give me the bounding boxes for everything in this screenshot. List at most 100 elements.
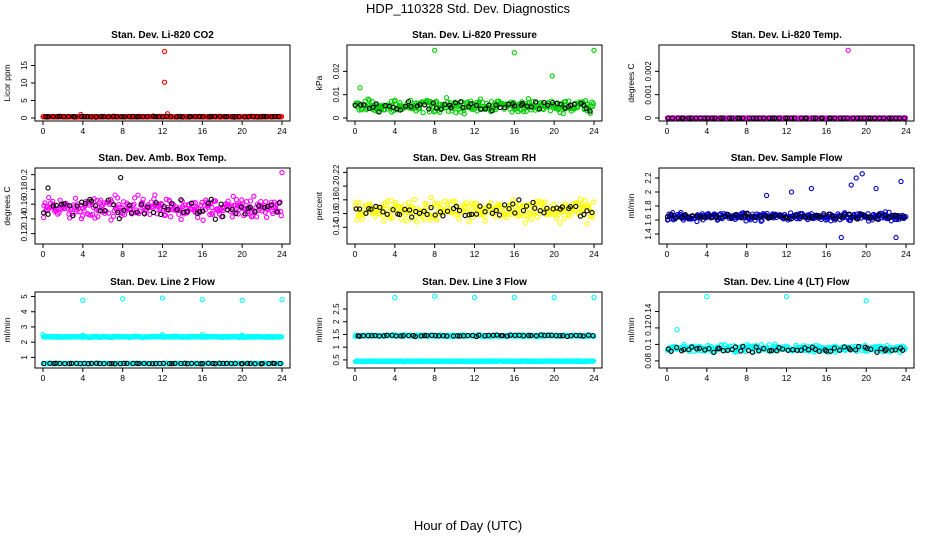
- hourly-point: [377, 204, 383, 211]
- hourly-point: [788, 115, 795, 121]
- hourly-point: [766, 115, 772, 121]
- hourly-point: [217, 113, 223, 120]
- data-point: [57, 197, 63, 203]
- hourly-point: [169, 360, 175, 367]
- data-point: [388, 198, 395, 204]
- outlier-point: [159, 331, 166, 338]
- hourly-point: [768, 347, 775, 354]
- data-point: [444, 205, 450, 211]
- data-point: [431, 200, 438, 206]
- hourly-point: [105, 197, 111, 203]
- hourly-point: [832, 115, 838, 121]
- hourly-point: [489, 108, 495, 114]
- data-point: [359, 216, 366, 222]
- hourly-point: [673, 215, 679, 221]
- hourly-point: [381, 333, 387, 339]
- y-tick-label: 2: [332, 319, 341, 324]
- y-tick-label: 0.14: [332, 219, 341, 235]
- hourly-point: [528, 332, 534, 339]
- hourly-point: [798, 347, 804, 353]
- data-point: [590, 100, 596, 107]
- hourly-point: [196, 113, 203, 120]
- panel-2: Stan. Dev. Li-820 Pressure kPa 0 4 8 12 16 20 24…: [314, 30, 603, 136]
- hourly-point: [200, 208, 206, 214]
- hourly-point: [161, 204, 167, 210]
- x-tick-label: 4: [704, 373, 709, 383]
- data-point: [110, 213, 117, 219]
- hourly-point: [493, 207, 499, 214]
- hourly-point: [166, 360, 173, 367]
- hourly-point: [229, 114, 236, 120]
- data-point: [247, 198, 254, 204]
- hourly-point: [188, 200, 194, 206]
- data-point: [503, 214, 510, 220]
- x-tick-label: 0: [41, 373, 46, 383]
- data-point: [589, 213, 596, 219]
- hourly-point: [854, 216, 861, 222]
- hourly-point: [573, 203, 579, 210]
- hourly-point: [837, 115, 843, 121]
- data-point: [882, 209, 889, 215]
- panel-title: Stan. Dev. Line 4 (LT) Flow: [724, 277, 850, 288]
- x-tick-label: 24: [901, 249, 911, 259]
- data-point: [356, 200, 362, 206]
- outlier-point: [704, 293, 710, 300]
- hourly-point: [782, 115, 789, 121]
- hourly-point: [444, 208, 451, 214]
- hourly-point: [84, 114, 91, 120]
- y-tick-label: 4: [20, 309, 29, 314]
- hourly-point: [242, 211, 248, 217]
- outlier-point: [199, 296, 205, 303]
- hourly-point: [247, 360, 253, 367]
- data-point: [258, 198, 264, 205]
- outlier-point: [859, 171, 865, 177]
- data-point: [445, 108, 452, 114]
- hourly-point: [421, 102, 428, 108]
- hourly-point: [678, 215, 685, 221]
- hourly-point: [882, 212, 888, 218]
- hourly-point: [200, 360, 206, 367]
- x-tick-label: 4: [80, 126, 85, 136]
- hourly-point: [740, 115, 746, 121]
- data-point: [389, 215, 396, 221]
- x-tick-label: 8: [120, 126, 125, 136]
- outlier-point: [783, 293, 790, 300]
- hourly-point: [589, 209, 595, 216]
- data-point: [263, 199, 269, 205]
- hourly-point: [61, 113, 67, 120]
- x-tick-label: 12: [782, 249, 792, 259]
- data-point: [496, 207, 503, 213]
- outlier-point: [40, 331, 46, 338]
- hourly-point: [668, 211, 674, 218]
- hourly-point: [779, 346, 786, 352]
- hourly-point: [542, 332, 548, 339]
- data-point: [135, 192, 141, 198]
- x-tick-label: 4: [704, 126, 709, 136]
- hourly-point: [114, 114, 120, 120]
- hourly-point: [669, 115, 676, 121]
- data-point: [225, 198, 231, 204]
- hourly-point: [360, 333, 366, 339]
- data-point: [547, 108, 554, 114]
- data-point: [387, 215, 393, 221]
- hourly-point: [853, 347, 859, 353]
- hourly-point: [369, 333, 375, 339]
- data-point: [372, 213, 378, 219]
- hourly-point: [706, 213, 712, 220]
- hourly-point: [384, 211, 390, 217]
- x-tick-label: 12: [158, 373, 168, 383]
- x-tick-label: 12: [782, 126, 792, 136]
- hourly-point: [489, 210, 496, 216]
- data-point: [437, 200, 443, 207]
- data-point: [71, 204, 77, 210]
- x-tick-label: 0: [353, 126, 358, 136]
- y-tick-label: 0.16: [332, 205, 341, 221]
- panel-title: Stan. Dev. Li-820 Pressure: [412, 30, 537, 41]
- hourly-point: [855, 343, 862, 350]
- hourly-point: [733, 211, 739, 218]
- hourly-point: [174, 114, 180, 120]
- x-tick-label: 8: [744, 249, 749, 259]
- hourly-point: [716, 215, 722, 221]
- data-point: [522, 219, 528, 226]
